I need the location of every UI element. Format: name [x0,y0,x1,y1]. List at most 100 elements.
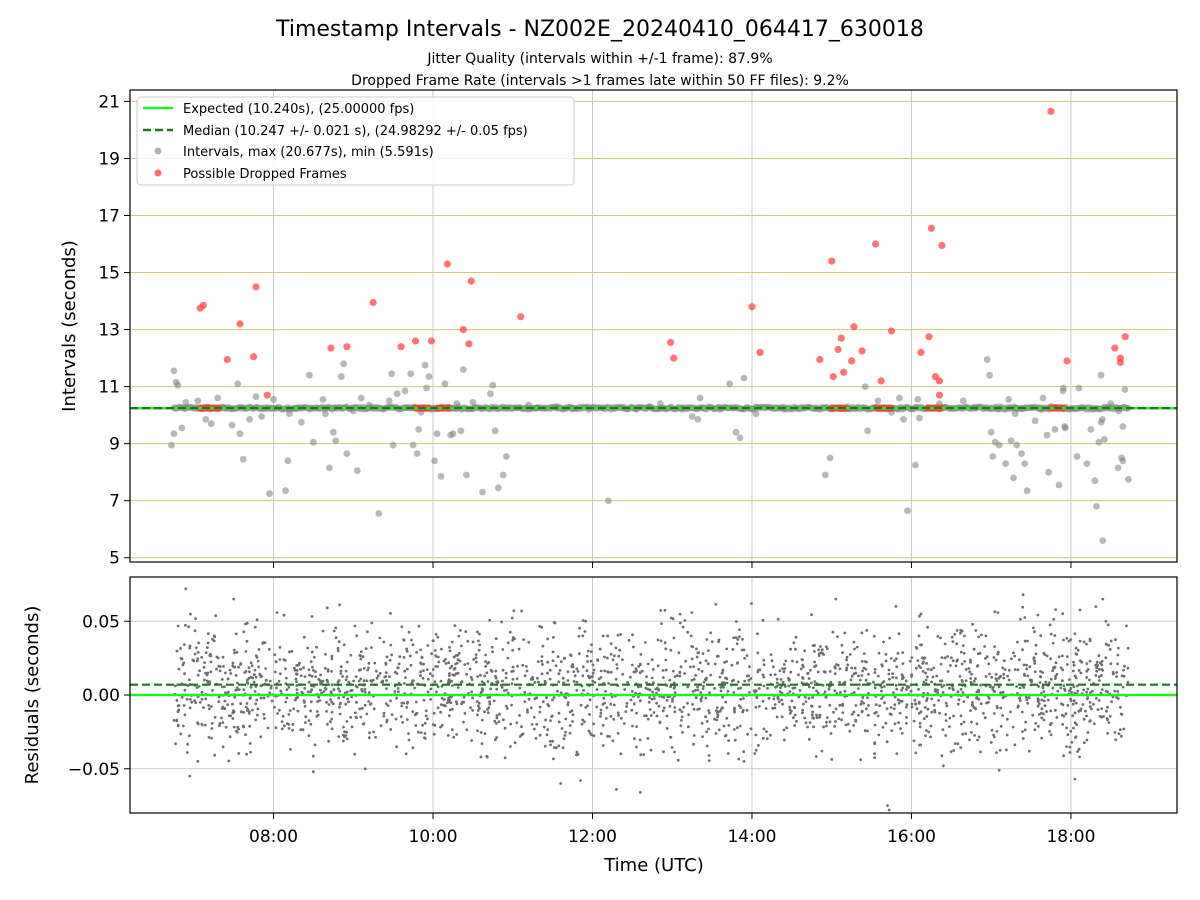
residual-point [625,705,628,708]
residual-point [241,724,245,728]
residual-point [652,681,655,685]
residual-point [700,669,704,673]
residual-point [598,647,602,651]
residual-point [678,708,682,712]
residual-point [948,716,952,720]
legend-intervals-swatch [154,147,162,155]
residual-point [1072,663,1076,667]
residual-point [1068,751,1072,754]
residual-point [891,672,894,675]
residual-point [732,728,736,731]
residual-point [912,719,916,723]
residual-point [1040,716,1044,720]
residual-point [746,732,749,736]
residual-point [904,679,908,683]
residual-point [188,644,192,648]
residual-point [705,638,709,641]
residual-point [513,637,516,641]
residual-point [1034,643,1038,647]
residual-point [873,752,876,755]
residual-point [900,688,903,692]
residual-point [552,746,556,749]
residual-point [255,698,259,702]
residual-point [339,701,342,705]
residual-point [479,755,483,759]
residual-point [804,721,808,725]
residual-point [664,668,668,672]
residual-point [884,659,888,663]
residual-point [211,689,214,692]
residual-point [1024,696,1028,699]
residual-point [841,651,844,655]
residual-point [702,680,706,684]
residual-point [1051,641,1055,645]
residual-point [259,696,263,700]
residual-point [431,668,435,671]
residual-point [754,689,758,693]
residual-point [707,709,711,712]
residual-point [887,677,891,681]
residual-point [635,745,638,749]
residual-point [384,663,388,666]
residual-point [1049,733,1053,737]
residual-point [694,673,697,677]
residual-point [281,714,285,718]
residual-point [1123,664,1126,668]
residual-point [581,674,585,678]
residual-point [549,743,552,747]
residual-point [270,699,274,703]
residual-point [285,676,288,680]
residual-point [775,677,779,681]
residual-point [732,691,736,694]
residual-point [826,647,829,651]
residual-point [932,703,936,707]
residual-point [804,695,807,699]
dropped-frame-point [756,348,764,356]
residual-point [962,700,966,703]
residual-point [423,737,427,740]
residual-point [599,711,603,715]
residual-point [770,659,774,663]
residual-point [314,675,317,678]
residual-point [700,696,704,699]
residual-point [1119,705,1122,709]
residual-point [334,626,338,630]
residual-point [185,697,189,701]
residual-point [353,752,357,756]
residual-point [450,695,453,699]
residual-point [1001,696,1005,700]
residual-point [487,706,491,709]
residual-point [1007,678,1011,682]
residual-point [296,709,300,713]
residual-point [625,702,629,705]
residual-point [552,696,556,699]
residual-point [969,677,972,680]
residual-point [1104,656,1108,660]
residual-point [1053,634,1057,637]
intervals-y-tick-label: 19 [98,149,120,169]
residual-point [285,722,289,725]
residual-point [930,680,933,684]
residual-point [828,703,832,707]
residual-point [562,681,566,684]
interval-point [1013,441,1021,449]
residual-point [466,639,470,643]
dropped-frame-point [250,353,258,361]
residual-point [541,663,544,666]
residual-point [483,674,486,678]
residual-point [964,732,968,736]
residual-point [295,696,298,700]
residual-point [905,688,908,691]
interval-point [499,471,507,479]
residual-point [303,687,307,690]
residual-point [511,665,515,669]
interval-point [1060,384,1067,392]
residual-point [669,685,672,689]
residual-point [720,681,724,684]
dropped-frame-point [848,357,856,365]
residual-point [686,701,689,705]
residual-point [787,684,791,688]
residual-point [818,705,822,709]
residual-point [183,672,187,676]
residual-point [1077,747,1081,751]
